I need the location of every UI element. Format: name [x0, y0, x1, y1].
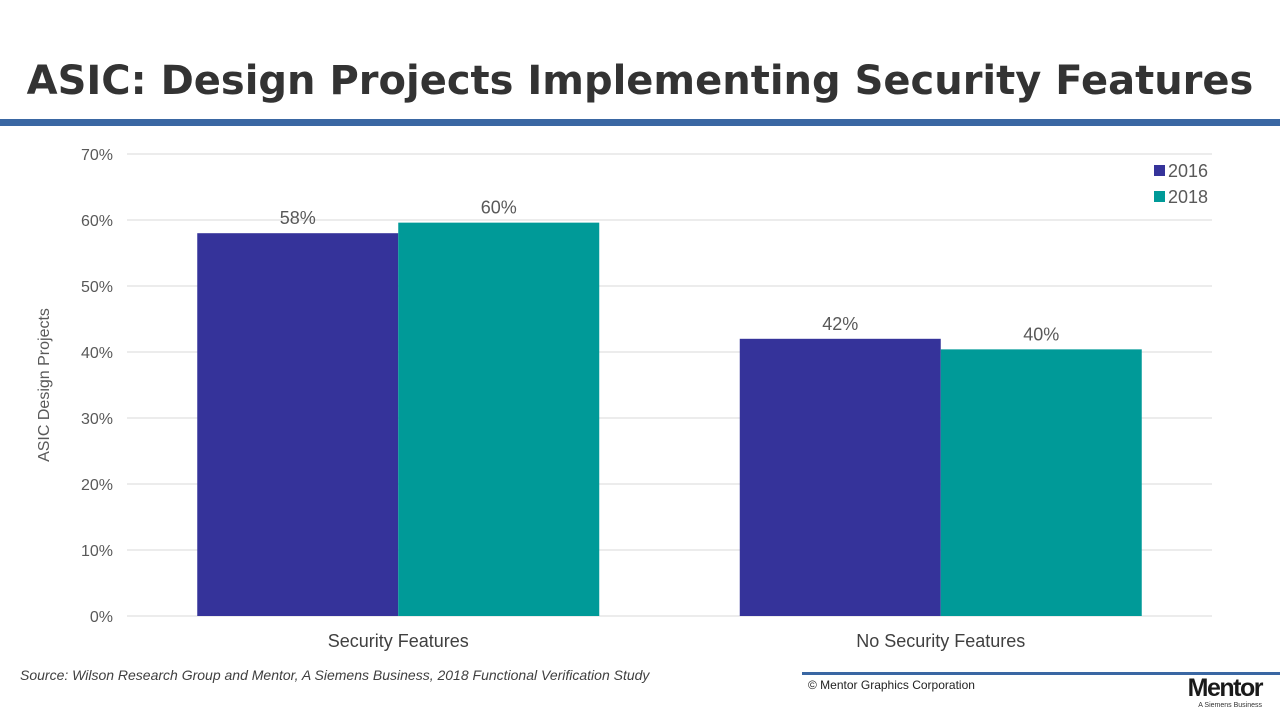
logo-wordmark: Mentor	[1187, 674, 1264, 702]
legend-label-2018: 2018	[1168, 187, 1208, 207]
y-axis-title: ASIC Design Projects	[36, 308, 53, 462]
bar-2018-0	[398, 222, 600, 616]
mentor-logo: Mentor A Siemens Business	[1187, 674, 1264, 710]
data-labels: 58% 60% 42% 40%	[280, 198, 1060, 345]
y-tick-label: 50%	[81, 279, 113, 296]
legend-swatch-2016	[1154, 165, 1165, 176]
source-note: Source: Wilson Research Group and Mentor…	[20, 667, 650, 683]
y-tick-label: 70%	[81, 147, 113, 164]
y-tick-label: 20%	[81, 477, 113, 494]
x-category-label: Security Features	[328, 631, 469, 651]
data-label: 40%	[1023, 324, 1059, 344]
legend-swatch-2018	[1154, 191, 1165, 202]
y-axis-ticks: 0% 10% 20% 30% 40% 50% 60% 70%	[81, 147, 113, 626]
y-tick-label: 0%	[90, 609, 113, 626]
copyright-text: © Mentor Graphics Corporation	[808, 678, 975, 692]
bars	[197, 222, 1142, 616]
bar-2018-1	[940, 349, 1142, 616]
title-divider	[0, 119, 1280, 126]
bar-2016-1	[739, 338, 941, 616]
y-tick-label: 10%	[81, 543, 113, 560]
footer-divider	[802, 672, 1280, 675]
logo-tagline: A Siemens Business	[1198, 702, 1262, 709]
legend-label-2016: 2016	[1168, 161, 1208, 181]
bar-2016-0	[197, 233, 399, 616]
y-tick-label: 30%	[81, 411, 113, 428]
x-category-label: No Security Features	[856, 631, 1025, 651]
slide-title: ASIC: Design Projects Implementing Secur…	[26, 58, 1254, 104]
data-label: 60%	[481, 198, 517, 218]
legend: 2016 2018	[1154, 161, 1208, 207]
x-axis-categories: Security Features No Security Features	[328, 631, 1026, 651]
data-label: 42%	[822, 314, 858, 334]
y-tick-label: 60%	[81, 213, 113, 230]
y-tick-label: 40%	[81, 345, 113, 362]
data-label: 58%	[280, 208, 316, 228]
bar-chart: 0% 10% 20% 30% 40% 50% 60% 70% 58% 60% 42% 40% Sec…	[36, 147, 1212, 651]
